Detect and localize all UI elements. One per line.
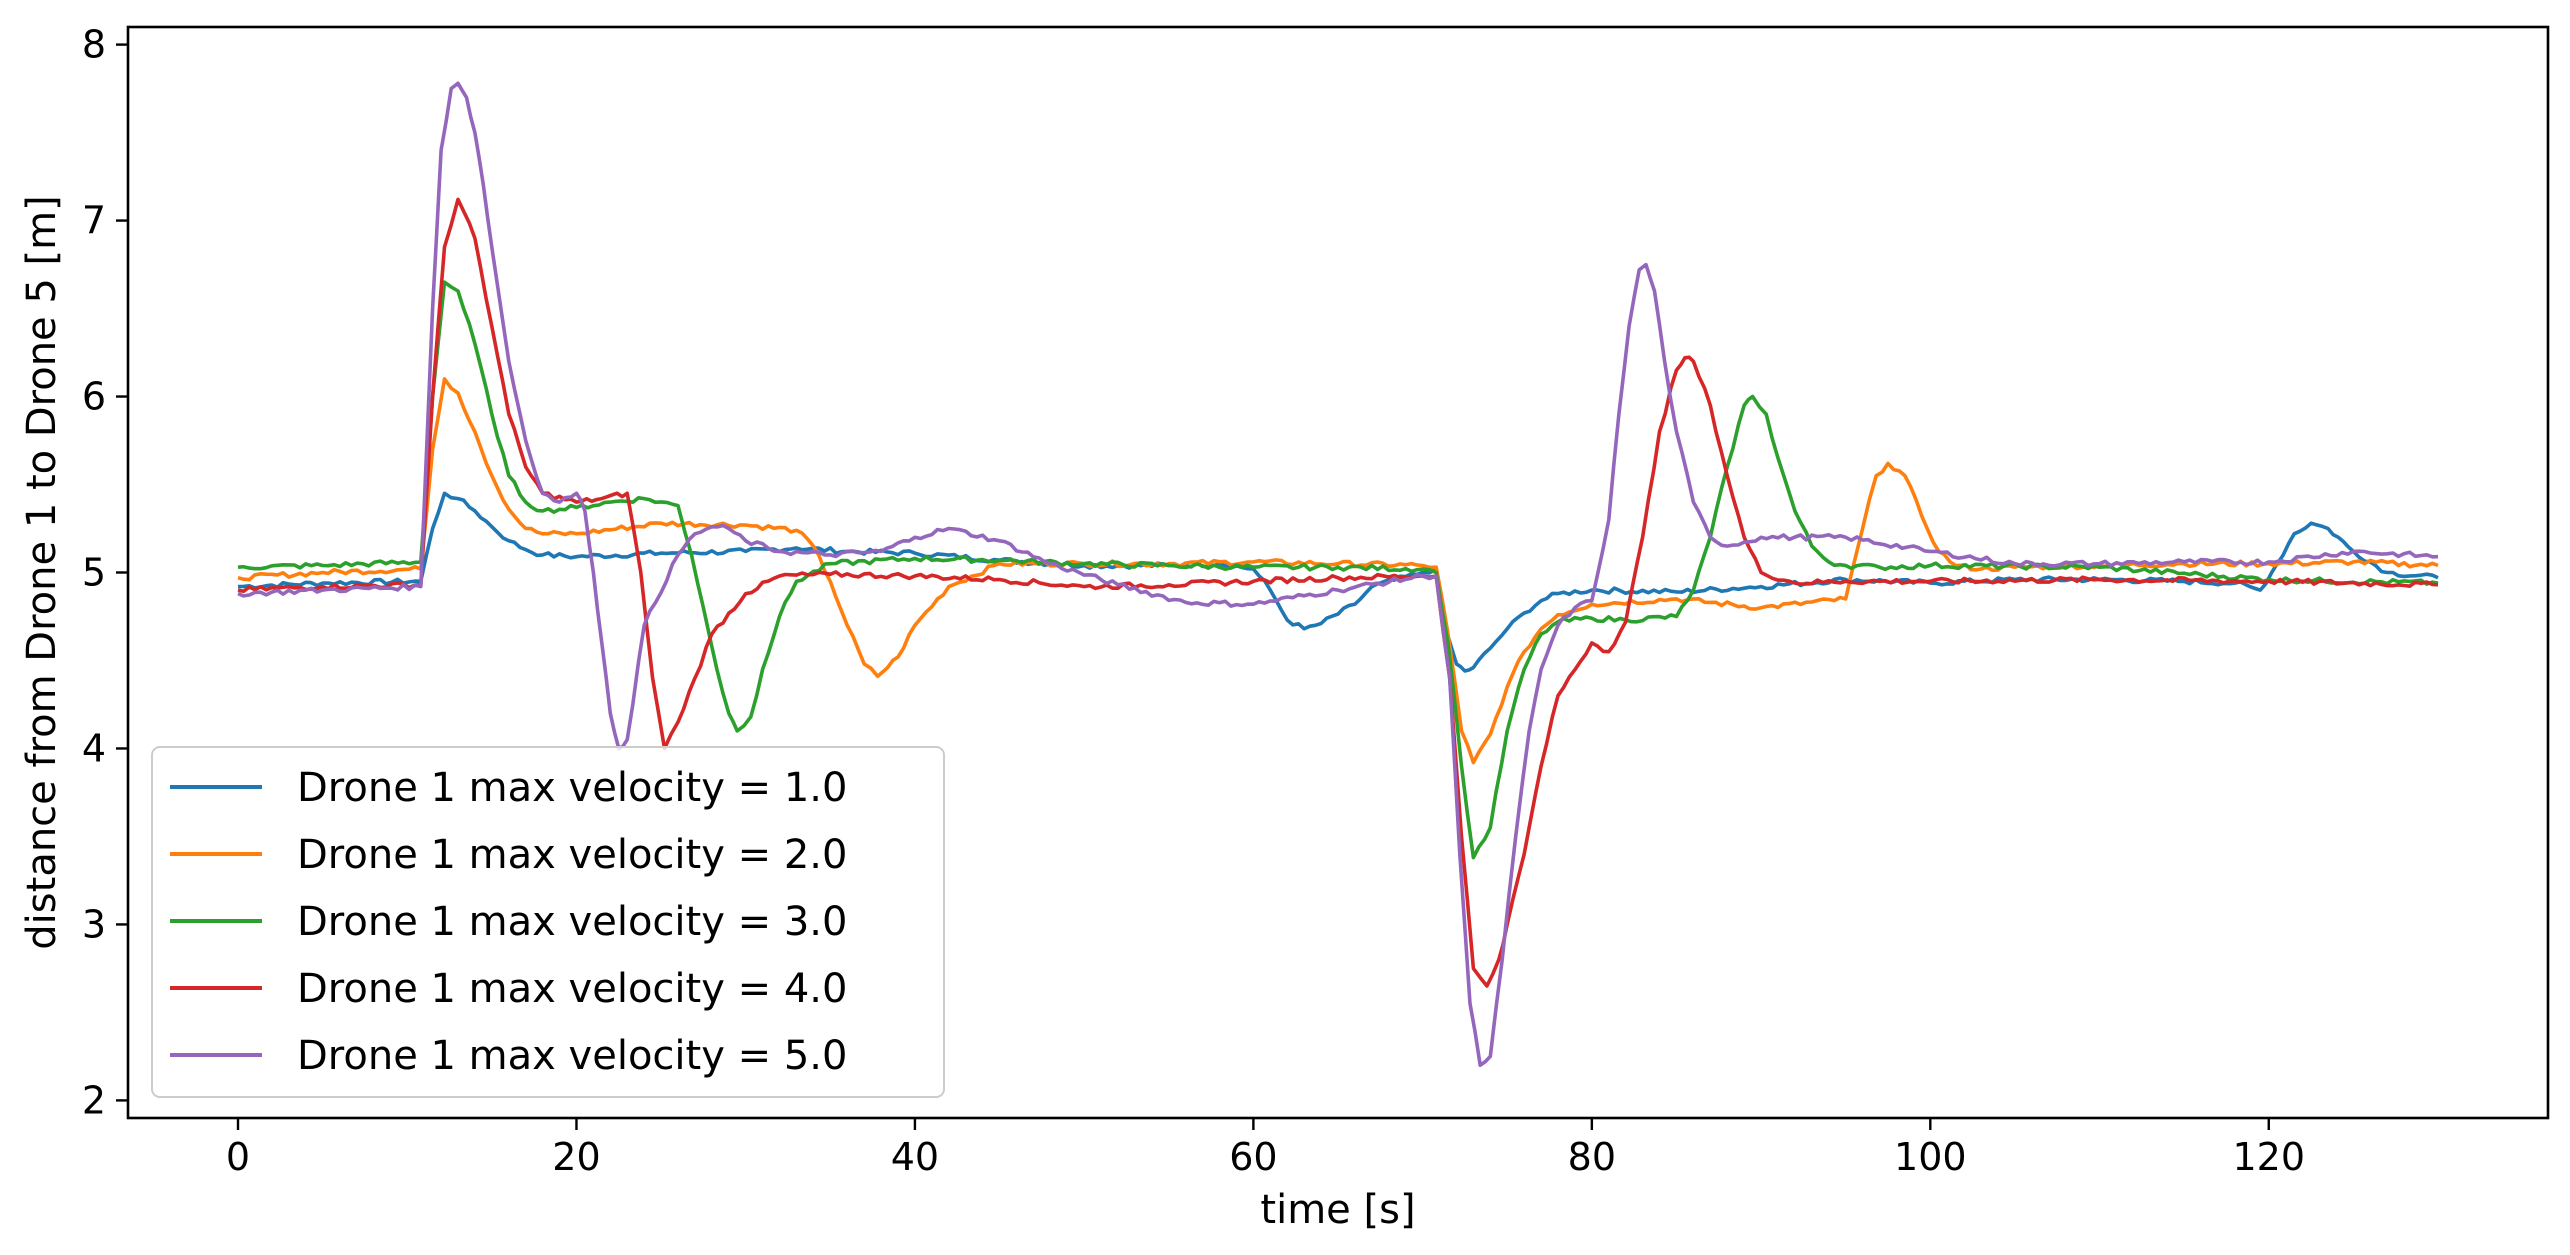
x-tick-label: 120: [2233, 1135, 2306, 1179]
y-tick-label: 6: [82, 375, 106, 419]
series-line-2: [237, 377, 2439, 765]
y-tick-label: 3: [82, 902, 106, 946]
series-line-5: [237, 81, 2439, 1067]
x-tick-label: 100: [1894, 1135, 1967, 1179]
legend: Drone 1 max velocity = 1.0 Drone 1 max ve…: [151, 746, 945, 1098]
y-axis-label: distance from Drone 1 to Drone 5 [m]: [19, 195, 65, 949]
y-tick-label: 2: [82, 1078, 106, 1122]
x-axis: 0 20 40 60 80 100 120: [226, 1118, 2305, 1179]
legend-box: [151, 746, 945, 1098]
y-tick-label: 5: [82, 551, 106, 595]
series-line-1: [237, 491, 2439, 673]
legend-label-1: Drone 1 max velocity = 1.0: [297, 765, 847, 811]
series-layer: [237, 81, 2439, 1067]
x-tick-label: 40: [891, 1135, 939, 1179]
x-axis-label: time [s]: [1260, 1187, 1415, 1233]
series-line-4: [237, 197, 2439, 988]
x-tick-label: 0: [226, 1135, 250, 1179]
legend-label-3: Drone 1 max velocity = 3.0: [297, 899, 847, 945]
legend-label-5: Drone 1 max velocity = 5.0: [297, 1033, 847, 1079]
x-tick-label: 80: [1568, 1135, 1616, 1179]
y-tick-label: 4: [82, 726, 106, 770]
y-axis: 2 3 4 5 6 7 8: [82, 23, 128, 1122]
series-line-3: [237, 280, 2439, 860]
y-tick-label: 7: [82, 199, 106, 243]
legend-label-2: Drone 1 max velocity = 2.0: [297, 832, 847, 878]
y-tick-label: 8: [82, 23, 106, 67]
x-tick-label: 60: [1229, 1135, 1277, 1179]
legend-label-4: Drone 1 max velocity = 4.0: [297, 966, 847, 1012]
x-tick-label: 20: [552, 1135, 600, 1179]
